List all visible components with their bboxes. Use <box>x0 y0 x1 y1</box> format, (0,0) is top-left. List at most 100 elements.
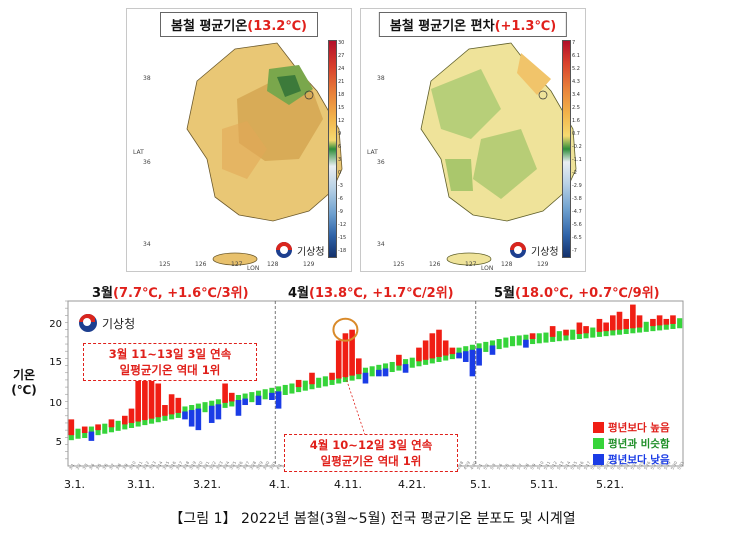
normal-band-3.6 <box>102 423 108 434</box>
anomaly-bar-4.16 <box>376 369 382 377</box>
date-label-3.20: 3.20 <box>195 460 204 471</box>
date-label-5.9: 5.9 <box>529 462 537 470</box>
date-label-4.30: 4.30 <box>469 460 478 471</box>
date-label-3.31: 3.31 <box>268 460 277 471</box>
cb-anom-tick-10: -2 <box>572 170 577 176</box>
normal-band-4.9 <box>329 374 335 385</box>
date-label-5.14: 5.14 <box>563 460 572 471</box>
anomaly-bar-3.22 <box>208 405 215 423</box>
normal-band-4.23 <box>423 354 429 365</box>
normal-band-5.13 <box>556 331 562 342</box>
cb-anom-tick-11: -2.9 <box>572 183 582 189</box>
cb-mean-tick-11: -3 <box>338 183 343 189</box>
callout-line-1: 3월 11~13일 3일 연속 <box>108 347 232 361</box>
normal-band-3.16 <box>169 409 175 420</box>
normal-band-5.8 <box>523 334 529 345</box>
callout-march-record: 3월 11~13일 3일 연속 일평균기온 역대 1위 <box>83 343 257 381</box>
date-label-3.29: 3.29 <box>255 460 264 471</box>
lon-tick-anomaly-4: 129 <box>537 261 549 268</box>
date-label-5.17: 5.17 <box>583 460 592 471</box>
anomaly-bar-3.1 <box>68 419 75 436</box>
date-label-5.15: 5.15 <box>569 460 578 471</box>
anomaly-bar-5.25 <box>636 315 643 328</box>
x-tick-7: 5.11. <box>530 478 558 491</box>
normal-band-3.27 <box>242 393 248 404</box>
normal-band-5.23 <box>623 323 629 334</box>
anomaly-bar-4.10 <box>335 340 342 379</box>
date-label-3.13: 3.13 <box>148 460 157 471</box>
date-label-5.11: 5.11 <box>542 460 551 471</box>
anomaly-bar-4.27 <box>449 347 456 355</box>
anomaly-bar-5.24 <box>630 304 636 329</box>
anomaly-bar-5.16 <box>576 322 583 334</box>
legend-swatch-blue <box>593 453 604 465</box>
normal-band-5.6 <box>509 336 516 347</box>
cb-mean-tick-14: -12 <box>338 222 347 228</box>
date-label-5.6: 5.6 <box>509 462 517 470</box>
lon-tick-anomaly-0: 125 <box>393 261 405 268</box>
date-label-3.9: 3.9 <box>121 462 129 470</box>
normal-band-4.25 <box>436 351 442 362</box>
normal-band-5.3 <box>489 340 496 351</box>
date-label-3.18: 3.18 <box>182 460 191 471</box>
date-label-5.7: 5.7 <box>516 462 524 470</box>
date-label-3.5: 3.5 <box>95 462 103 470</box>
normal-band-4.16 <box>376 364 382 375</box>
date-label-3.22: 3.22 <box>208 460 217 471</box>
y-tick-20: 20 <box>49 319 62 330</box>
kma-logo-mean: 기상청 <box>275 241 325 259</box>
cb-mean-tick-6: 12 <box>338 118 345 124</box>
normal-band-3.14 <box>155 412 161 423</box>
normal-band-4.24 <box>429 353 435 364</box>
cb-mean-tick-0: 30 <box>338 40 345 46</box>
cb-anom-tick-6: 1.6 <box>572 118 580 124</box>
lon-tick-mean-1: 126 <box>195 261 207 268</box>
normal-band-3.20 <box>195 403 201 414</box>
date-label-5.30: 5.30 <box>670 460 679 471</box>
anomaly-bar-3.10 <box>128 408 135 423</box>
date-label-5.31: 5.31 <box>676 460 685 471</box>
chart-legend: 평년보다 높음 평년과 비슷함 평년보다 낮음 <box>593 419 670 467</box>
anomaly-bar-4.14 <box>362 372 369 384</box>
date-label-5.10: 5.10 <box>536 460 545 471</box>
normal-band-5.24 <box>630 323 636 334</box>
date-label-3.21: 3.21 <box>202 460 211 471</box>
x-tick-3: 4.1. <box>269 478 290 491</box>
anomaly-bar-4.22 <box>416 347 422 362</box>
date-label-5.5: 5.5 <box>502 462 510 470</box>
month-detail: (7.7℃, +1.6℃/3위) <box>113 286 249 301</box>
anomaly-bar-3.14 <box>155 383 162 418</box>
anomaly-bar-4.13 <box>355 358 362 375</box>
anomaly-bar-5.19 <box>596 318 603 332</box>
normal-band-4.22 <box>416 356 422 367</box>
anomaly-bar-4.23 <box>422 340 429 360</box>
cb-anom-tick-4: 3.4 <box>572 92 580 98</box>
lon-tick-mean-4: 129 <box>303 261 315 268</box>
lat-tick-mean-2: 34 <box>143 241 151 248</box>
cb-mean-tick-13: -9 <box>338 209 343 215</box>
lat-tick-mean-1: 36 <box>143 159 151 166</box>
date-label-3.19: 3.19 <box>188 460 197 471</box>
normal-band-4.2 <box>282 384 288 395</box>
anomaly-bar-3.4 <box>88 431 95 441</box>
normal-band-5.16 <box>576 328 582 340</box>
figure-caption: 【그림 1】 2022년 봄철(3월~5월) 전국 평균기온 분포도 및 시계열 <box>169 511 576 527</box>
anomaly-bar-4.25 <box>436 329 442 357</box>
anomaly-bar-4.4 <box>295 379 302 388</box>
lat-tick-anomaly-2: 34 <box>377 241 385 248</box>
y-axis-label: 기온(℃) <box>11 368 37 397</box>
normal-band-3.18 <box>182 406 188 417</box>
x-tick-1: 3.11. <box>127 478 155 491</box>
normal-band-5.15 <box>570 329 576 340</box>
normal-band-5.22 <box>616 324 623 335</box>
x-tick-4: 4.11. <box>334 478 362 491</box>
normal-band-3.17 <box>175 407 181 418</box>
normal-band-5.12 <box>550 331 556 342</box>
normal-band-3.4 <box>88 426 94 437</box>
lat-tick-mean-0: 38 <box>143 75 151 82</box>
normal-band-4.6 <box>309 379 315 390</box>
anomaly-bar-3.7 <box>108 419 115 428</box>
legend-label: 평년과 비슷함 <box>608 437 670 450</box>
normal-band-3.23 <box>215 399 221 410</box>
map-title-text: 봄철 평균기온 <box>171 19 248 34</box>
